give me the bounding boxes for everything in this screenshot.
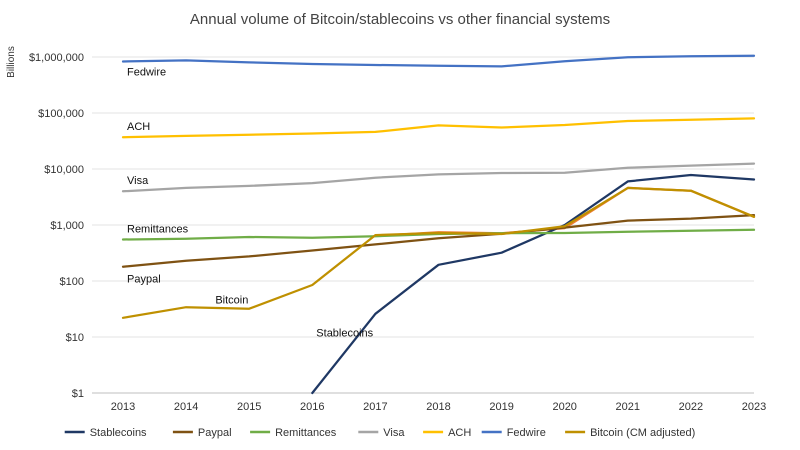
annotation-label: Fedwire [127, 67, 166, 79]
x-axis-ticks: 2013 2014 2015 2016 2017 2018 2019 2020 2021 2022… [111, 401, 766, 413]
annotation-label: Stablecoins [316, 328, 373, 340]
legend-label: Fedwire [507, 427, 546, 439]
y-tick-label: $100 [60, 276, 84, 288]
grid [92, 56, 754, 394]
x-tick-label: 2023 [742, 401, 766, 413]
series-line-paypal [121, 213, 756, 268]
legend-item: Fedwire [481, 427, 546, 439]
series-line-fedwire [121, 54, 756, 68]
legend-label: Visa [383, 427, 405, 439]
annotation-label: ACH [127, 121, 150, 133]
y-tick-label: $1 [72, 388, 84, 400]
series-annotations: Fedwire ACH Visa Remittances Paypal Bitcoin St… [127, 67, 374, 340]
series-line-visa [121, 162, 756, 193]
legend-item: Visa [358, 427, 405, 439]
y-tick-label: $100,000 [38, 108, 84, 120]
y-tick-label: $1,000,000 [29, 52, 84, 64]
annotation-label: Paypal [127, 274, 161, 286]
series-line-stablecoins [311, 173, 756, 395]
y-axis-title: Billions [6, 46, 17, 78]
x-tick-label: 2016 [300, 401, 324, 413]
x-tick-label: 2014 [174, 401, 198, 413]
legend-item: ACH [423, 427, 471, 439]
y-axis-ticks: $1 $10 $100 $1,000 $10,000 $100,000 $1,000,000 [29, 52, 84, 400]
legend-label: Remittances [275, 427, 337, 439]
legend-item: Remittances [250, 427, 337, 439]
x-tick-label: 2022 [679, 401, 703, 413]
legend-item: Bitcoin (CM adjusted) [565, 427, 695, 439]
series-line-ach [121, 117, 756, 139]
annotation-label: Visa [127, 175, 149, 187]
x-tick-label: 2013 [111, 401, 135, 413]
x-tick-label: 2015 [237, 401, 261, 413]
annotation-label: Bitcoin [215, 294, 248, 306]
x-tick-label: 2021 [616, 401, 640, 413]
series-line-bitcoin-cm-adjusted [121, 186, 756, 319]
y-tick-label: $10 [66, 332, 84, 344]
series-lines [121, 54, 756, 395]
y-tick-label: $10,000 [44, 164, 84, 176]
x-tick-label: 2018 [426, 401, 450, 413]
legend-label: Stablecoins [90, 427, 147, 439]
legend-label: ACH [448, 427, 471, 439]
legend-item: Stablecoins [64, 427, 147, 439]
legend-label: Paypal [198, 427, 232, 439]
x-tick-label: 2019 [489, 401, 513, 413]
y-tick-label: $1,000 [50, 220, 84, 232]
chart-title: Annual volume of Bitcoin/stablecoins vs … [190, 11, 610, 28]
legend-item: Paypal [172, 427, 232, 439]
annotation-label: Remittances [127, 223, 189, 235]
x-tick-label: 2017 [363, 401, 387, 413]
legend-label: Bitcoin (CM adjusted) [590, 427, 695, 439]
x-tick-label: 2020 [552, 401, 576, 413]
legend: Stablecoins Paypal Remittances Visa ACH Fedwi… [64, 427, 695, 439]
